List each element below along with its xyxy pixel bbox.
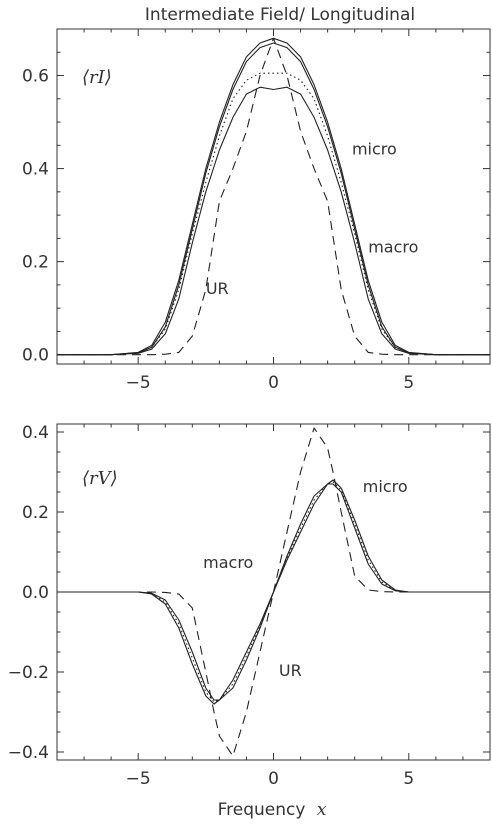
panel1-y-tick-label: 0.6 <box>22 67 49 87</box>
panel1-plot-frame <box>56 28 491 365</box>
panel2-y-tick-label: −0.4 <box>8 743 49 763</box>
panel1-series-solid-line <box>57 37 490 356</box>
panel1-series-solid-line <box>57 86 490 356</box>
panel2-x-tick-label: 0 <box>268 769 279 789</box>
panel2-y-tick-label: 0.0 <box>22 583 49 603</box>
panel2-series-dotted-line <box>57 481 490 703</box>
panel1-y-tick-label: 0.2 <box>22 253 49 273</box>
panel1-annotation-micro: micro <box>352 140 397 159</box>
panel2-y-tick-label: 0.2 <box>22 503 49 523</box>
bottom-panel-rV: −5 0 5 −0.4 −0.2 0.0 0.2 0.4 ⟨rV⟩ micro macro UR <box>8 423 491 789</box>
top-panel-rI: −5 0 5 0.0 0.2 0.4 0.6 ⟨rI⟩ micro macro UR <box>22 28 491 393</box>
panel2-x-tick-label: −5 <box>126 769 151 789</box>
panel1-annotation-ur: UR <box>206 279 229 298</box>
panel1-series-solid-line <box>57 42 490 356</box>
panel1-y-tick-label: 0.4 <box>22 160 49 180</box>
panel2-y-axis-label: ⟨rV⟩ <box>82 468 118 489</box>
x-axis-label: Frequency x <box>218 800 327 820</box>
panel1-x-tick-label: 5 <box>403 373 414 393</box>
panel1-x-tick-label: −5 <box>126 373 151 393</box>
x-axis-label-symbol: x <box>317 800 327 820</box>
panel2-x-tick-label: 5 <box>403 769 414 789</box>
panel2-annotation-ur: UR <box>279 661 302 680</box>
panel2-y-tick-label: 0.4 <box>22 423 49 443</box>
panel1-series-dotted-line <box>57 72 490 356</box>
panel2-annotation-macro: macro <box>203 553 253 572</box>
panel1-annotation-macro: macro <box>368 237 418 256</box>
x-axis-label-text: Frequency <box>218 800 306 820</box>
panel1-y-tick-label: 0.0 <box>22 346 49 366</box>
panel2-y-tick-label: −0.2 <box>8 663 49 683</box>
panel1-series-dashed-line <box>57 37 490 356</box>
panel1-y-axis-label: ⟨rI⟩ <box>82 67 112 88</box>
panel2-annotation-micro: micro <box>363 477 408 496</box>
panel2-series-dashed-line <box>57 427 490 757</box>
panel1-x-tick-label: 0 <box>268 373 279 393</box>
figure-title: Intermediate Field/ Longitudinal <box>145 5 415 25</box>
